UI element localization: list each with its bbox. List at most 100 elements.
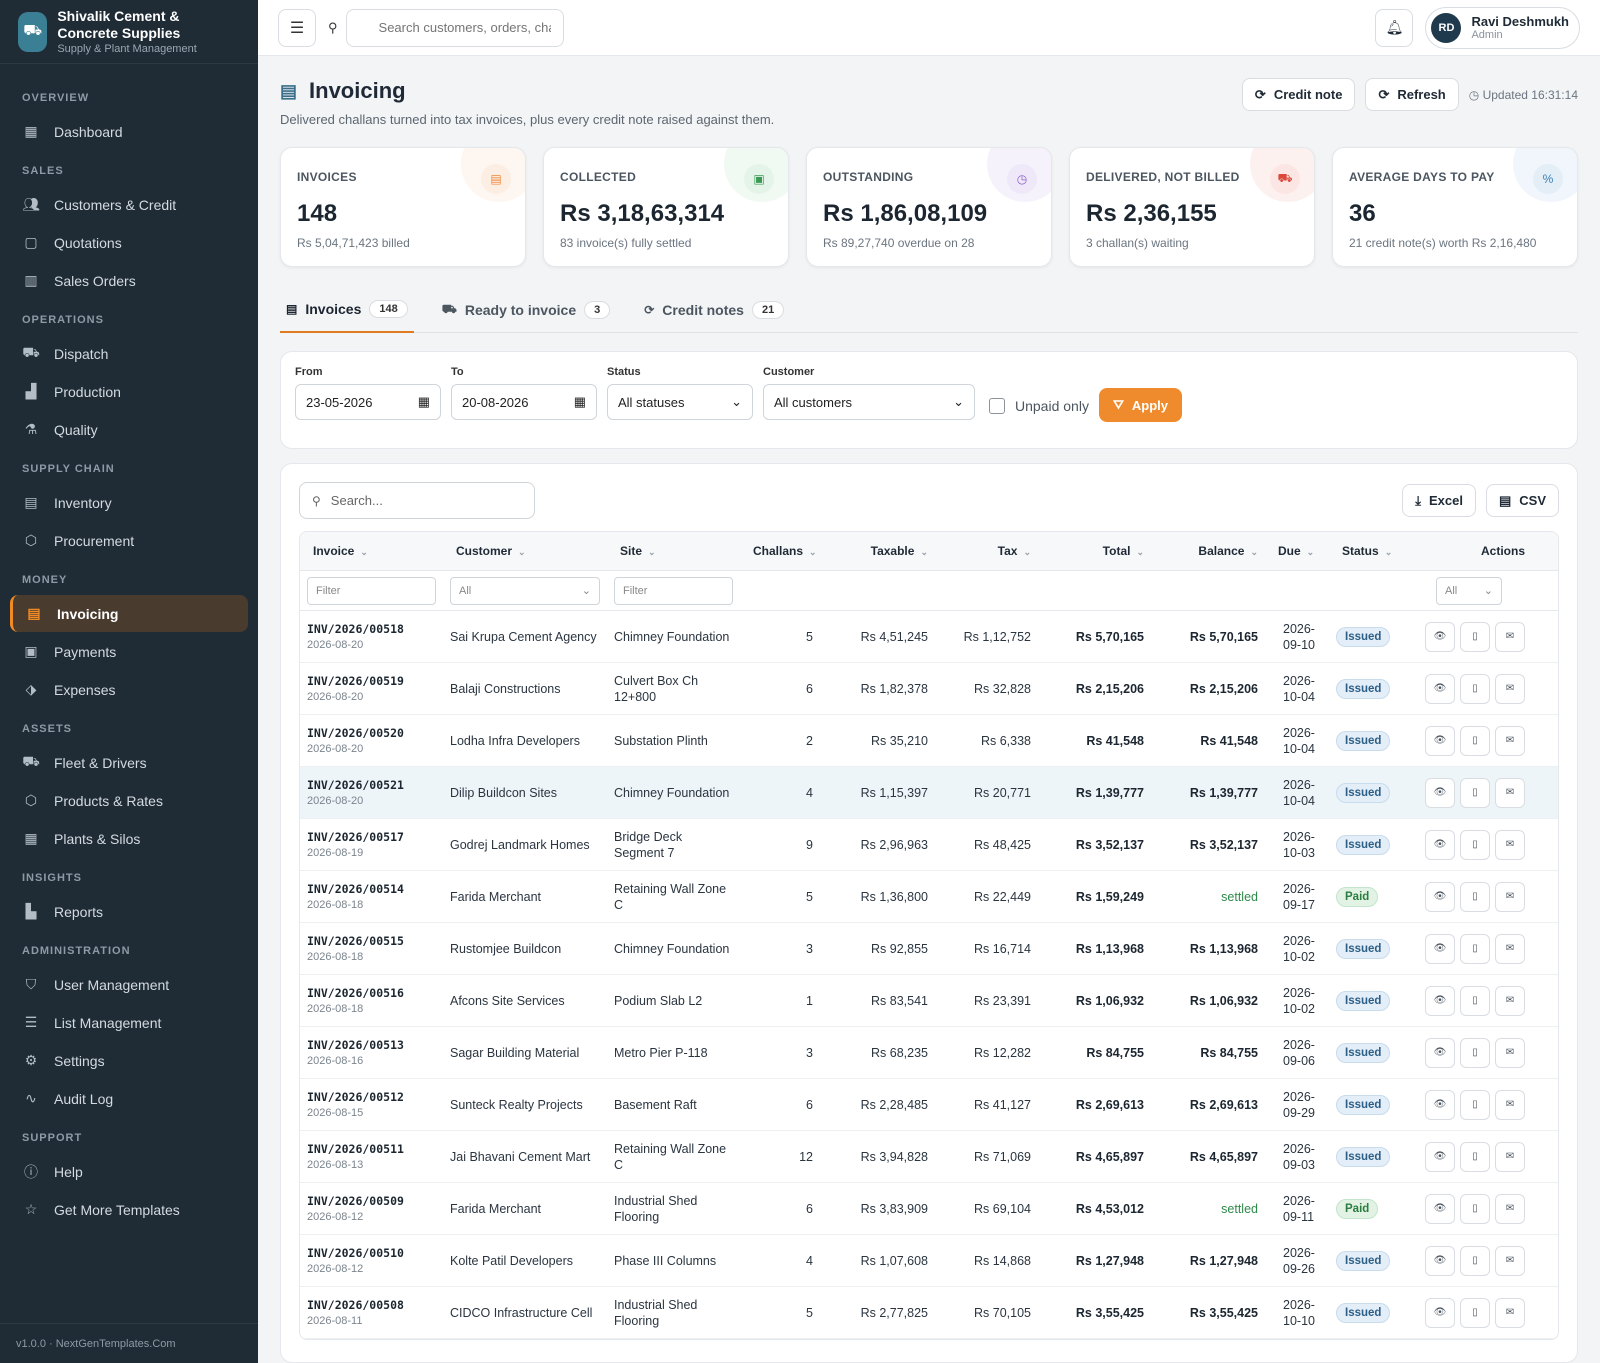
table-row[interactable]: INV/2026/00509 2026-08-12 Farida Merchant I… [300,1183,1558,1235]
sidebar-item-payments[interactable]: ▣ Payments [10,633,248,670]
column-header-challans[interactable]: Challans ⌄ [740,544,820,558]
email-icon[interactable]: ✉ [1495,621,1525,652]
to-date-input[interactable]: 20-08-2026 ▦ [451,384,597,420]
view-icon[interactable]: 👁︎ [1425,673,1455,704]
column-header-tax[interactable]: Tax ⌄ [935,544,1038,558]
site-filter-input[interactable]: Filter [614,576,733,605]
sidebar-item-inventory[interactable]: ▤ Inventory [10,484,248,521]
table-row[interactable]: INV/2026/00517 2026-08-19 Godrej Landmark … [300,819,1558,871]
table-row[interactable]: INV/2026/00513 2026-08-16 Sagar Building M… [300,1027,1558,1079]
sidebar-item-reports[interactable]: ▙ Reports [10,893,248,930]
table-row[interactable]: INV/2026/00519 2026-08-20 Balaji Construct… [300,663,1558,715]
sidebar-item-audit-log[interactable]: ∿ Audit Log [10,1080,248,1117]
sidebar-item-settings[interactable]: ⚙ Settings [10,1042,248,1079]
email-icon[interactable]: ✉ [1495,933,1525,964]
print-icon[interactable]: ▯ [1460,1297,1490,1328]
sidebar-item-user-management[interactable]: ⛉ User Management [10,966,248,1003]
customer-select[interactable]: All customers ⌄ [763,384,975,420]
invoice-filter-input[interactable]: Filter [307,576,436,605]
tab-ready-to-invoice[interactable]: ⛟ Ready to invoice 3 [436,287,617,333]
from-date-input[interactable]: 23-05-2026 ▦ [295,384,441,420]
status-filter-select[interactable]: All ⌄ [1436,576,1502,605]
sidebar-item-list-management[interactable]: ☰ List Management [10,1004,248,1041]
sidebar-item-procurement[interactable]: ⬡ Procurement [10,522,248,559]
unpaid-only-checkbox[interactable] [989,398,1005,414]
print-icon[interactable]: ▯ [1460,673,1490,704]
view-icon[interactable]: 👁︎ [1425,725,1455,756]
view-icon[interactable]: 👁︎ [1425,829,1455,860]
view-icon[interactable]: 👁︎ [1425,777,1455,808]
column-header-invoice[interactable]: Invoice ⌄ [300,544,443,558]
email-icon[interactable]: ✉ [1495,673,1525,704]
refresh-button[interactable]: ⟳ Refresh [1365,78,1459,111]
email-icon[interactable]: ✉ [1495,1245,1525,1276]
view-icon[interactable]: 👁︎ [1425,1245,1455,1276]
email-icon[interactable]: ✉ [1495,985,1525,1016]
user-menu[interactable]: RD Ravi Deshmukh Admin [1425,6,1580,49]
email-icon[interactable]: ✉ [1495,1193,1525,1224]
sidebar-item-sales-orders[interactable]: ▥ Sales Orders [10,262,248,299]
view-icon[interactable]: 👁︎ [1425,881,1455,912]
print-icon[interactable]: ▯ [1460,933,1490,964]
print-icon[interactable]: ▯ [1460,985,1490,1016]
view-icon[interactable]: 👁︎ [1425,1089,1455,1120]
email-icon[interactable]: ✉ [1495,1037,1525,1068]
column-header-status[interactable]: Status ⌄ [1329,544,1409,558]
sidebar-item-invoicing[interactable]: ▤ Invoicing [10,595,248,632]
credit-note-button[interactable]: ⟳ Credit note [1241,78,1356,111]
column-header-taxable[interactable]: Taxable ⌄ [820,544,935,558]
email-icon[interactable]: ✉ [1495,1141,1525,1172]
unpaid-only-toggle[interactable]: Unpaid only [989,398,1089,414]
customer-filter-select[interactable]: All ⌄ [450,576,600,605]
print-icon[interactable]: ▯ [1460,1037,1490,1068]
print-icon[interactable]: ▯ [1460,1193,1490,1224]
print-icon[interactable]: ▯ [1460,1141,1490,1172]
tab-invoices[interactable]: ▤ Invoices 148 [280,287,414,333]
table-row[interactable]: INV/2026/00516 2026-08-18 Afcons Site Serv… [300,975,1558,1027]
print-icon[interactable]: ▯ [1460,725,1490,756]
table-row[interactable]: INV/2026/00514 2026-08-18 Farida Merchant R… [300,871,1558,923]
brand[interactable]: ⛟ Shivalik Cement & Concrete Supplies Su… [0,0,258,64]
sidebar-item-quotations[interactable]: ▢ Quotations [10,224,248,261]
tab-credit-notes[interactable]: ⟳ Credit notes 21 [638,287,790,333]
email-icon[interactable]: ✉ [1495,1297,1525,1328]
sidebar-item-dashboard[interactable]: ▦ Dashboard [10,113,248,150]
sidebar-item-dispatch[interactable]: ⛟ Dispatch [10,335,248,372]
print-icon[interactable]: ▯ [1460,621,1490,652]
table-row[interactable]: INV/2026/00508 2026-08-11 CIDCO Infrastruc… [300,1287,1558,1339]
table-row[interactable]: INV/2026/00518 2026-08-20 Sai Krupa Cement… [300,611,1558,663]
column-header-customer[interactable]: Customer ⌄ [443,544,607,558]
sidebar-item-customers-credit[interactable]: 👥︎ Customers & Credit [10,186,248,223]
table-row[interactable]: INV/2026/00521 2026-08-20 Dilip Buildcon S… [300,767,1558,819]
status-select[interactable]: All statuses ⌄ [607,384,753,420]
table-row[interactable]: INV/2026/00511 2026-08-13 Jai Bhavani Ceme… [300,1131,1558,1183]
sidebar-item-get-more-templates[interactable]: ☆ Get More Templates [10,1191,248,1228]
view-icon[interactable]: 👁︎ [1425,1037,1455,1068]
print-icon[interactable]: ▯ [1460,1089,1490,1120]
sidebar-item-help[interactable]: ⓘ Help [10,1153,248,1190]
table-row[interactable]: INV/2026/00515 2026-08-18 Rustomjee Buildc… [300,923,1558,975]
table-row[interactable]: INV/2026/00510 2026-08-12 Kolte Patil Deve… [300,1235,1558,1287]
sidebar-item-production[interactable]: ▟ Production [10,373,248,410]
print-icon[interactable]: ▯ [1460,777,1490,808]
sidebar-item-fleet-drivers[interactable]: ⛟ Fleet & Drivers [10,744,248,781]
email-icon[interactable]: ✉ [1495,881,1525,912]
global-search-input[interactable] [345,8,564,47]
sidebar-item-quality[interactable]: ⚗ Quality [10,411,248,448]
sidebar-item-products-rates[interactable]: ⬡ Products & Rates [10,782,248,819]
sidebar-item-plants-silos[interactable]: ▦ Plants & Silos [10,820,248,857]
print-icon[interactable]: ▯ [1460,1245,1490,1276]
email-icon[interactable]: ✉ [1495,829,1525,860]
csv-export-button[interactable]: ▤ CSV [1485,484,1559,517]
email-icon[interactable]: ✉ [1495,777,1525,808]
view-icon[interactable]: 👁︎ [1425,985,1455,1016]
view-icon[interactable]: 👁︎ [1425,621,1455,652]
print-icon[interactable]: ▯ [1460,881,1490,912]
print-icon[interactable]: ▯ [1460,829,1490,860]
apply-button[interactable]: ⛛ Apply [1098,388,1182,422]
email-icon[interactable]: ✉ [1495,725,1525,756]
table-row[interactable]: INV/2026/00520 2026-08-20 Lodha Infra Deve… [300,715,1558,767]
column-header-site[interactable]: Site ⌄ [607,544,740,558]
bell-icon[interactable]: 🔔︎ [1375,8,1414,47]
view-icon[interactable]: 👁︎ [1425,933,1455,964]
